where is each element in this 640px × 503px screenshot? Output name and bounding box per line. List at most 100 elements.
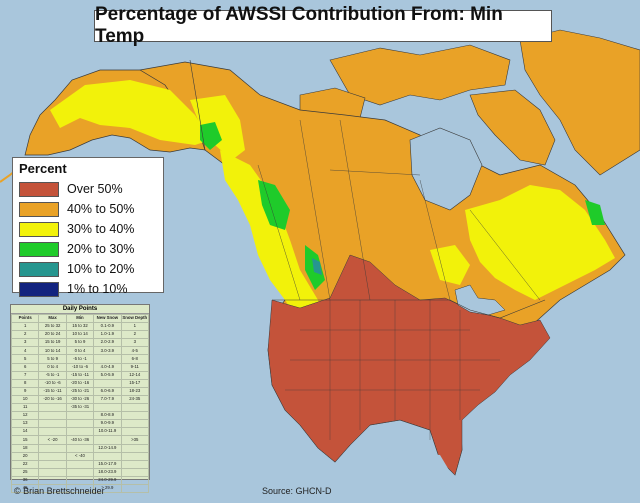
legend-label: Over 50% <box>67 182 123 196</box>
table-cell <box>38 451 67 461</box>
alaska-border <box>189 59 206 151</box>
table-cell <box>120 451 150 461</box>
table-cell: 5 to 9 <box>65 338 95 348</box>
legend-swatch <box>19 281 59 297</box>
legend-item: Over 50% <box>19 180 157 198</box>
table-cell <box>120 475 150 485</box>
legend-item: 1% to 10% <box>19 280 157 298</box>
table-cell: 20 to 24 <box>38 330 67 340</box>
state-borders <box>285 300 500 440</box>
table-cell: < -40 <box>65 451 95 461</box>
table-cell: 10.0-11.9 <box>93 427 122 437</box>
province-borders <box>257 119 541 301</box>
table-cell <box>93 403 122 413</box>
table-cell: 12-14 <box>120 370 150 380</box>
zone-30-40-yukon <box>190 95 245 160</box>
table-cell: 3 <box>120 338 150 348</box>
table-cell: -40 to -36 <box>65 435 95 445</box>
legend-label: 20% to 30% <box>67 242 135 256</box>
table-row: 18 12.0-14.9 <box>10 443 150 453</box>
table-cell <box>38 475 67 485</box>
table-row: 36 24.0-29.9 <box>10 475 150 485</box>
legend-swatch <box>19 201 59 217</box>
header-cell: Max <box>38 313 67 324</box>
table-cell: 36 <box>10 475 40 485</box>
table-cell <box>38 459 67 469</box>
gulf-of-mexico <box>370 450 455 495</box>
table-cell: 8.0-8.9 <box>93 411 122 421</box>
table-cell: 6-8 <box>120 354 150 364</box>
daily-points-title: Daily Points <box>11 305 149 314</box>
legend: Percent Over 50% 40% to 50% 30% to 40% 2… <box>12 157 164 297</box>
zone-over-50-us <box>267 254 551 476</box>
table-cell: 11 <box>10 403 40 413</box>
daily-points-header-row: Points Max Min New Snow Snow Depth <box>10 313 150 324</box>
table-row: 10 -20 to -16 -30 to -26 7.0-7.9 24-35 <box>10 394 150 405</box>
table-cell: -10 to -6 <box>38 378 67 388</box>
hudson-bay <box>409 127 483 211</box>
table-cell <box>65 443 95 453</box>
table-cell: 6.0-6.9 <box>93 386 122 396</box>
table-row: 15 < -20 -40 to -36 >35 <box>10 435 150 445</box>
great-lakes <box>454 284 506 316</box>
zone-10-20-spot <box>312 258 322 275</box>
table-cell <box>120 443 150 453</box>
table-row: 3 15 to 19 5 to 9 2.0-2.9 3 <box>10 338 150 348</box>
table-row: 2 20 to 24 10 to 14 1.0-1.9 2 <box>10 330 150 340</box>
table-cell: 4.0-4.9 <box>93 362 122 372</box>
table-cell <box>65 427 95 437</box>
table-cell: 4-5 <box>120 346 150 356</box>
table-cell <box>65 419 95 429</box>
table-cell: 12 <box>10 411 40 421</box>
table-row: 7 -5 to -1 -15 to -11 5.0-5.9 12-14 <box>10 370 150 380</box>
table-cell: -15 to -11 <box>38 386 67 396</box>
table-cell: 24.0-29.9 <box>93 475 122 485</box>
table-cell: 10 to 14 <box>65 330 95 340</box>
table-cell: 9 <box>10 386 40 396</box>
table-cell: >35 <box>120 435 150 445</box>
greenland-landmass <box>519 29 640 176</box>
table-cell: 15 <box>10 435 40 445</box>
table-cell: 18-23 <box>120 386 150 396</box>
legend-swatch <box>19 181 59 197</box>
table-cell: 7.0-7.9 <box>93 394 122 405</box>
zone-30-40-alaska <box>50 80 210 145</box>
zone-30-40-quebec <box>465 185 615 300</box>
table-cell <box>93 451 122 461</box>
zone-30-40-ontario <box>430 245 470 285</box>
table-cell <box>38 427 67 437</box>
table-cell: -20 to -16 <box>38 394 67 405</box>
table-cell <box>38 411 67 421</box>
table-cell: 15.0-17.9 <box>93 459 122 469</box>
table-cell: 10 <box>10 394 40 405</box>
table-cell: 15-17 <box>120 378 150 388</box>
author-credit: © Brian Brettschneider <box>14 486 105 496</box>
zone-20-30-labrador <box>585 200 605 225</box>
table-cell: 1 <box>120 322 150 332</box>
table-cell: 18 <box>10 443 40 453</box>
table-cell: -15 to -11 <box>65 370 95 380</box>
table-cell <box>65 459 95 469</box>
table-cell: 15 to 19 <box>38 338 67 348</box>
table-cell <box>120 483 150 494</box>
legend-label: 40% to 50% <box>67 202 135 216</box>
table-cell <box>93 435 122 445</box>
table-cell <box>38 419 67 429</box>
table-cell: -35 to -31 <box>65 403 95 413</box>
table-row: 12 8.0-8.9 <box>10 411 150 421</box>
table-cell: 13 <box>10 419 40 429</box>
table-cell <box>93 354 122 364</box>
legend-title: Percent <box>19 161 67 176</box>
table-cell <box>120 419 150 429</box>
zone-20-30-alaska <box>200 122 222 150</box>
legend-swatch <box>19 241 59 257</box>
baffin-island <box>469 89 556 166</box>
table-cell: 9-11 <box>120 362 150 372</box>
table-cell: 12.0-14.9 <box>93 443 122 453</box>
table-cell: 3.0-3.9 <box>93 346 122 356</box>
header-cell: Points <box>10 313 40 324</box>
table-cell: 15 to 32 <box>65 322 95 332</box>
table-row: 22 15.0-17.9 <box>10 459 150 469</box>
table-row: 4 10 to 14 0 to 4 3.0-3.9 4-5 <box>10 346 150 356</box>
